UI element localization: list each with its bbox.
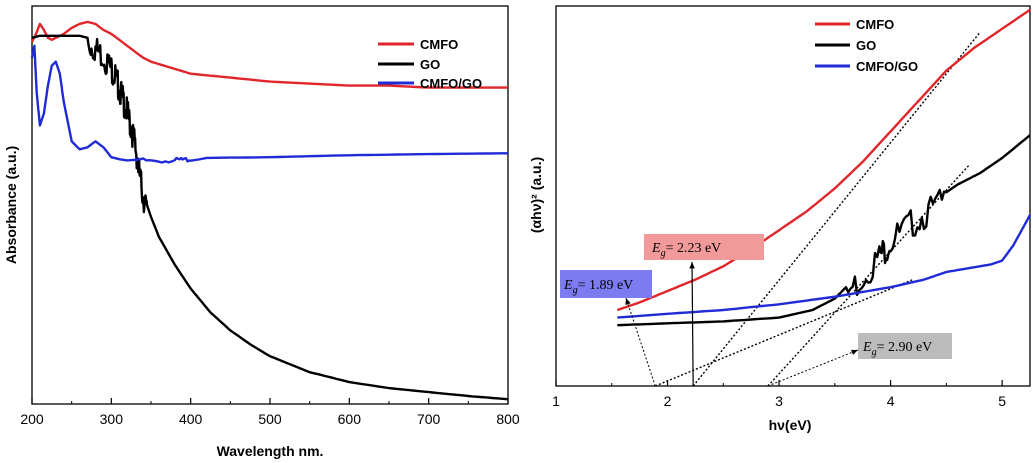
left-legend-label-go: GO bbox=[420, 57, 440, 72]
left-x-tick-label-400: 400 bbox=[179, 411, 203, 427]
right-legend-label-cmfo: CMFO bbox=[856, 17, 894, 32]
right-x-tick-label-1: 1 bbox=[552, 393, 560, 409]
left-legend-label-cmfo-go: CMFO/GO bbox=[420, 76, 482, 91]
right-x-tick-label-5: 5 bbox=[998, 393, 1006, 409]
eg-annotation-go: Eg= 2.90 eV bbox=[858, 333, 952, 359]
fit-line-go bbox=[767, 165, 970, 387]
right-x-axis-title: hν(eV) bbox=[769, 417, 812, 433]
eg-annotation-cmfo-go: Eg= 1.89 eV bbox=[560, 270, 652, 298]
eg-label-cmfo: Eg= 2.23 eV bbox=[651, 241, 721, 259]
left-legend-label-cmfo: CMFO bbox=[420, 37, 458, 52]
right-series-cmfo bbox=[616, 8, 1031, 312]
left-x-tick-label-600: 600 bbox=[338, 411, 362, 427]
left-y-axis-title: Absorbance (a.u.) bbox=[3, 146, 19, 264]
right-x-tick-label-2: 2 bbox=[664, 393, 672, 409]
right-chart-panel: 1 2 3 4 5 hν(eV) (αhν)² (a.u.) CMFO GO CMFO/… bbox=[528, 5, 1032, 433]
right-legend: CMFO GO CMFO/GO bbox=[815, 17, 918, 74]
left-series-go bbox=[31, 34, 509, 401]
left-series-cmfo bbox=[30, 20, 508, 89]
right-fit-lines bbox=[654, 32, 981, 387]
right-x-tick-label-3: 3 bbox=[775, 393, 783, 409]
eg-box-cmfo bbox=[644, 234, 764, 260]
right-series-go bbox=[617, 134, 1031, 327]
eg-arrow-0 bbox=[691, 261, 694, 387]
right-plot-frame bbox=[555, 5, 1031, 387]
fit-line-cmfo-go bbox=[654, 278, 914, 387]
left-x-tick-label-500: 500 bbox=[258, 411, 282, 427]
left-x-ticks: 200 300 400 500 600 700 800 bbox=[20, 398, 520, 427]
eg-label-cmfo-go: Eg= 1.89 eV bbox=[563, 278, 633, 296]
left-x-tick-label-800: 800 bbox=[496, 411, 520, 427]
eg-arrow-1 bbox=[625, 297, 656, 387]
left-series-lines bbox=[30, 20, 509, 401]
right-x-tick-label-4: 4 bbox=[887, 393, 895, 409]
eg-arrowhead-2 bbox=[851, 349, 858, 355]
left-x-axis-title: Wavelength nm. bbox=[217, 443, 324, 459]
right-legend-label-cmfo-go: CMFO/GO bbox=[856, 59, 918, 74]
eg-arrows bbox=[625, 261, 859, 387]
left-chart-panel: 200 300 400 500 600 700 800 Wavelength nm. Abs… bbox=[3, 5, 520, 459]
right-series-cmfo-go bbox=[617, 214, 1032, 319]
left-series-cmfo-go bbox=[30, 44, 508, 164]
eg-label-go: Eg= 2.90 eV bbox=[862, 340, 932, 358]
left-x-tick-label-700: 700 bbox=[417, 411, 441, 427]
fit-line-cmfo bbox=[692, 32, 981, 387]
right-series-lines bbox=[616, 8, 1032, 327]
left-x-tick-label-200: 200 bbox=[20, 411, 44, 427]
right-x-ticks: 1 2 3 4 5 bbox=[552, 380, 1006, 409]
eg-arrowhead-0 bbox=[689, 262, 695, 269]
eg-box-cmfo-go bbox=[560, 270, 652, 298]
left-x-tick-label-300: 300 bbox=[100, 411, 124, 427]
eg-arrowhead-1 bbox=[625, 298, 631, 305]
right-y-axis-title: (αhν)² (a.u.) bbox=[528, 157, 544, 233]
eg-arrow-2 bbox=[767, 349, 859, 387]
left-legend: CMFO GO CMFO/GO bbox=[378, 37, 482, 91]
eg-annotation-cmfo: Eg= 2.23 eV bbox=[644, 234, 764, 260]
eg-box-go bbox=[858, 333, 952, 359]
right-legend-label-go: GO bbox=[856, 38, 876, 53]
